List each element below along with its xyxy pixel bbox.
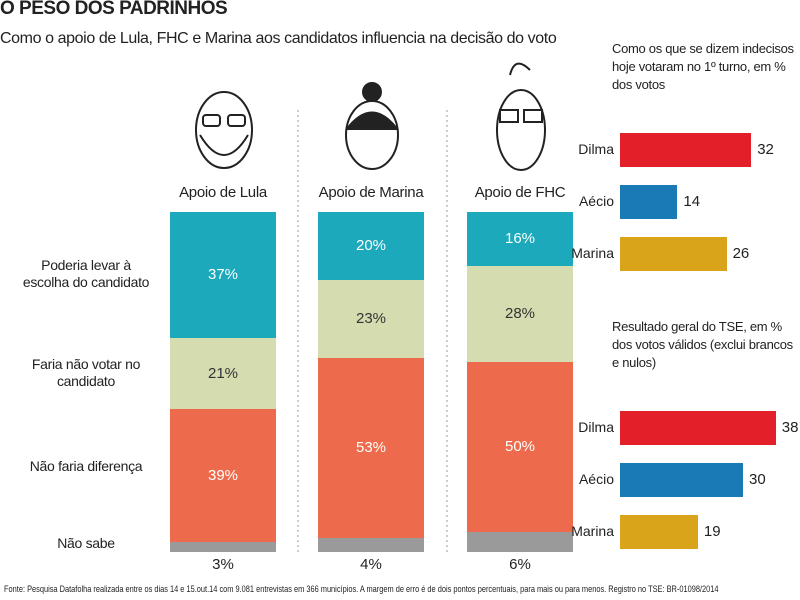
value-label: 32 <box>757 141 774 158</box>
category-label: Marina <box>571 245 614 261</box>
hair <box>345 111 399 131</box>
value-label: 19 <box>703 523 721 540</box>
beard <box>199 134 249 156</box>
value-label: 4% <box>360 556 382 573</box>
value-label: 50% <box>504 437 536 455</box>
category-label: Dilma <box>578 419 614 435</box>
value-label: 21% <box>207 364 239 382</box>
value-label: 38 <box>781 419 799 436</box>
subtitle: Como o apoio de Lula, FHC e Marina aos c… <box>0 30 557 47</box>
hair <box>509 62 531 76</box>
bar-segment <box>170 212 276 338</box>
value-label: 23% <box>355 310 387 328</box>
category-label: Aécio <box>578 471 614 487</box>
glasses <box>523 109 543 123</box>
series-label: Poderia levar à escolha do candidato <box>22 256 150 290</box>
bar <box>620 133 752 167</box>
bar-segment <box>318 358 424 539</box>
glasses <box>227 114 246 127</box>
panel-title: Como os que se dizem indecisos hoje vota… <box>612 41 794 92</box>
bar <box>620 237 727 271</box>
value-label: 14 <box>683 193 701 210</box>
caricatures <box>195 62 546 171</box>
bar-segment <box>170 409 276 542</box>
series-label: Não faria diferença <box>29 457 143 474</box>
column-label: Apoio de FHC <box>474 184 566 201</box>
bar-segment <box>318 538 424 552</box>
column-label: Apoio de Marina <box>318 184 424 201</box>
value-label: 30 <box>749 471 766 488</box>
bar <box>620 411 776 445</box>
bar-segment <box>467 361 573 532</box>
bar-segment <box>318 212 424 280</box>
bar <box>620 463 743 497</box>
glasses <box>499 109 519 123</box>
value-label: 53% <box>355 439 387 457</box>
bar <box>620 185 678 219</box>
category-label: Marina <box>571 523 614 539</box>
value-label: 28% <box>504 305 536 322</box>
face <box>345 100 399 170</box>
bar-segment <box>467 266 573 362</box>
bar <box>620 515 698 549</box>
bar-segment <box>170 541 276 552</box>
bar-segment <box>467 531 573 552</box>
series-label: Faria não votar no candidato <box>31 355 141 389</box>
bar-segment <box>467 212 573 267</box>
category-label: Dilma <box>578 141 614 157</box>
face <box>496 89 546 171</box>
value-label: 39% <box>207 466 239 484</box>
panel-title: Resultado geral do TSE, em % dos votos v… <box>612 319 793 370</box>
value-label: 26 <box>732 245 750 262</box>
category-label: Aécio <box>578 193 614 209</box>
value-label: 6% <box>509 556 531 573</box>
column-label: Apoio de Lula <box>179 184 267 201</box>
series-label: Não sabe <box>57 534 115 551</box>
bar-segment <box>170 337 276 410</box>
title: O PESO DOS PADRINHOS <box>0 0 228 19</box>
face <box>195 91 253 169</box>
value-label: 16% <box>504 230 536 248</box>
hair <box>362 82 382 102</box>
source: Fonte: Pesquisa Datafolha realizada entr… <box>4 584 719 595</box>
bar-segment <box>318 280 424 359</box>
glasses <box>202 114 221 127</box>
value-label: 20% <box>355 237 387 254</box>
value-label: 3% <box>212 556 234 573</box>
value-label: 37% <box>207 265 239 283</box>
